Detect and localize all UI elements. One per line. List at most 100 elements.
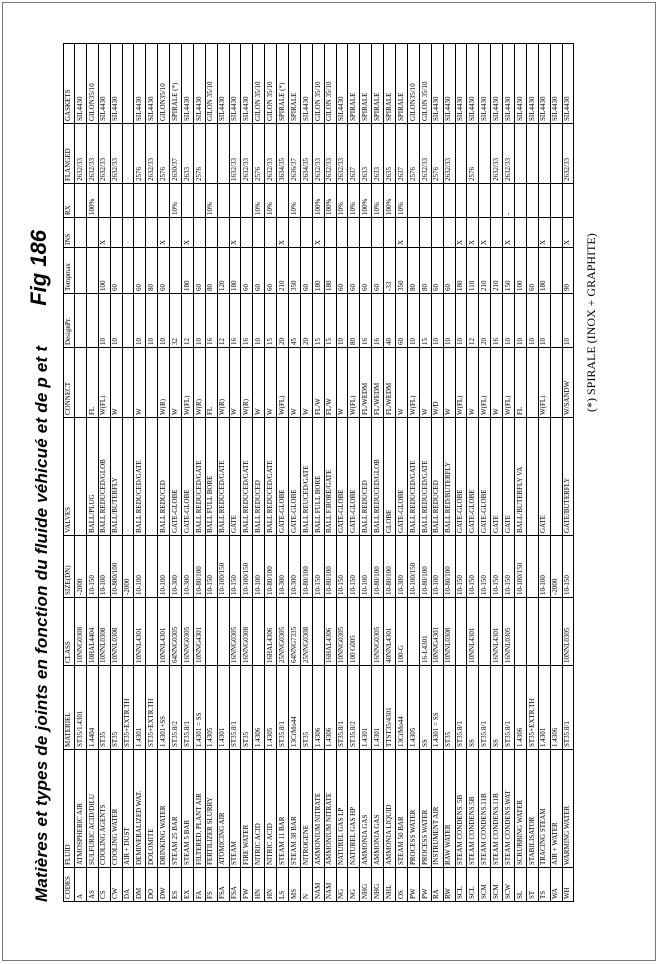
column-header: DesignPr. bbox=[63, 293, 75, 348]
table-cell bbox=[205, 217, 218, 248]
table-cell: 10 bbox=[514, 293, 527, 348]
table-row: ES STEAM 25 BAR ST35.8/2 64NNG0305 10-300 GAT… bbox=[169, 43, 182, 902]
table-cell: 2576 bbox=[252, 123, 265, 184]
table-cell bbox=[359, 217, 372, 248]
table-cell: X bbox=[98, 217, 111, 248]
table-cell bbox=[145, 535, 158, 598]
table-cell: GATE-GLOBE bbox=[276, 417, 289, 536]
table-cell: 20 bbox=[300, 293, 313, 348]
table-cell: SS bbox=[490, 665, 503, 750]
table-cell: ST35 bbox=[443, 665, 455, 750]
table-cell: 120 bbox=[217, 247, 230, 294]
table-cell: 16 bbox=[229, 293, 241, 348]
table-cell: 2632/33 bbox=[336, 123, 348, 184]
table-cell: GILON35/10 bbox=[86, 43, 99, 124]
table-cell: W(R) bbox=[217, 347, 230, 418]
title-line: Matières et types de joints en fonction … bbox=[12, 42, 52, 902]
table-cell bbox=[217, 183, 230, 218]
table-cell: 10-80/100 bbox=[443, 535, 455, 598]
table-cell: 350 bbox=[288, 247, 301, 294]
table-cell: 10 bbox=[157, 293, 170, 348]
table-cell: 10-150 bbox=[205, 535, 218, 598]
table-cell: 2576 bbox=[407, 123, 420, 184]
table-header-row: CODES FLUID MATERIEL CLASS SIZE(DN) VALVES CON… bbox=[63, 43, 75, 902]
table-cell: 10NNG4301 bbox=[193, 597, 206, 666]
table-cell: STEAM 11 BAR bbox=[276, 749, 289, 868]
table-cell: ST35+EXTR.TH bbox=[122, 665, 134, 750]
table-cell: SULFURIC ACID/DILU bbox=[86, 749, 99, 868]
table-row: NG NATUREL GAS LP ST35.8/1 10NNG0305 10-150 G… bbox=[336, 43, 348, 902]
table-cell: SCM bbox=[478, 867, 491, 902]
table-cell: 10-300 bbox=[395, 535, 408, 598]
table-cell: 12 bbox=[217, 293, 230, 348]
table-cell: GILON35/10 bbox=[157, 43, 170, 124]
table-row: FA FILTERED, PLANT AIR 1.4301 = SS 10NNG430… bbox=[193, 43, 206, 902]
table-cell bbox=[145, 417, 158, 536]
table-cell: 10-150 bbox=[502, 535, 515, 598]
table-cell bbox=[74, 293, 87, 348]
table-cell: 10 bbox=[538, 293, 551, 348]
table-cell: 10-100 bbox=[133, 535, 146, 598]
table-cell: COOLING AGENTS bbox=[98, 749, 111, 868]
table-cell: ST35+EXTR.TH bbox=[145, 665, 158, 750]
table-cell: GATE-GLOBE bbox=[466, 417, 479, 536]
table-cell: 60 bbox=[252, 247, 265, 294]
table-cell: -2000 bbox=[74, 535, 87, 598]
table-cell: STEAM CONDENS.5B bbox=[466, 749, 479, 868]
table-cell bbox=[514, 597, 527, 666]
table-cell: 60 bbox=[240, 247, 253, 294]
table-cell: FSA bbox=[229, 867, 241, 902]
table-cell bbox=[252, 217, 265, 248]
table-cell: 2632/33 bbox=[145, 123, 158, 184]
table-cell bbox=[276, 183, 289, 218]
table-cell: 2632/33 bbox=[312, 123, 325, 184]
table-cell: INSTRUMENT AIR bbox=[431, 749, 444, 868]
table-cell: DM bbox=[133, 867, 146, 902]
table-cell: ES bbox=[169, 867, 182, 902]
table-cell: SIL4430 bbox=[240, 43, 253, 124]
table-cell: 12 bbox=[181, 293, 194, 348]
table-cell: W(FL) bbox=[276, 347, 289, 418]
table-cell: SIL4430 bbox=[550, 43, 563, 124]
table-cell: 10% bbox=[288, 183, 301, 218]
table-cell: 10-100/150 bbox=[407, 535, 420, 598]
table-cell bbox=[122, 417, 134, 536]
table-cell bbox=[526, 347, 539, 418]
table-cell: 10-80/100 bbox=[383, 535, 396, 598]
table-cell: 15 bbox=[312, 293, 325, 348]
table-cell: GATE bbox=[229, 417, 241, 536]
table-cell: 2576 bbox=[193, 123, 206, 184]
table-cell bbox=[145, 217, 158, 248]
table-cell: 100 G005 bbox=[347, 597, 360, 666]
table-row: SCW STEAM CONDENS.WAT ST35.8/1 16NNL0305 10-… bbox=[502, 43, 515, 902]
table-cell bbox=[217, 597, 230, 666]
fluid-gasket-table: CODES FLUID MATERIEL CLASS SIZE(DN) VALVES CON… bbox=[63, 43, 574, 902]
table-cell: 2632/33 bbox=[264, 123, 277, 184]
table-cell: 1.4301 bbox=[133, 665, 146, 750]
table-cell: DOLOMITE bbox=[145, 749, 158, 868]
table-cell: 10NNL4301 bbox=[466, 597, 479, 666]
table-cell: 1.4306 bbox=[252, 665, 265, 750]
table-cell: W bbox=[288, 347, 301, 418]
table-cell: 40NNL4301 bbox=[383, 597, 396, 666]
column-header: FLUID bbox=[63, 749, 75, 868]
table-cell: W bbox=[169, 347, 182, 418]
table-cell bbox=[490, 183, 503, 218]
table-cell: W bbox=[252, 347, 265, 418]
table-cell bbox=[550, 217, 563, 248]
table-cell bbox=[526, 217, 539, 248]
table-cell: SIL4430 bbox=[181, 43, 194, 124]
table-row: FSA STEAM ST35.8/1 16NNG0305 10-150 GATE W 16 18… bbox=[229, 43, 241, 902]
table-cell: ST35.8/1 bbox=[181, 665, 194, 750]
table-cell: AMMONIA GAS bbox=[359, 749, 372, 868]
table-cell: 1.4301+SS bbox=[157, 665, 170, 750]
table-row: SCL STEAM CONDENS.5B SS 10NNL4301 10-150 GATE… bbox=[466, 43, 479, 902]
table-cell: W(FL) bbox=[538, 347, 551, 418]
table-cell: FERTILIZER SLURRY bbox=[205, 749, 218, 868]
table-cell: 60 bbox=[347, 247, 360, 294]
table-cell: EX bbox=[181, 867, 194, 902]
table-cell: FL bbox=[86, 347, 99, 418]
table-cell: W bbox=[110, 347, 123, 418]
table-cell: ST35.8/1 bbox=[276, 665, 289, 750]
table-cell: GATE-GLOBE bbox=[288, 417, 301, 536]
